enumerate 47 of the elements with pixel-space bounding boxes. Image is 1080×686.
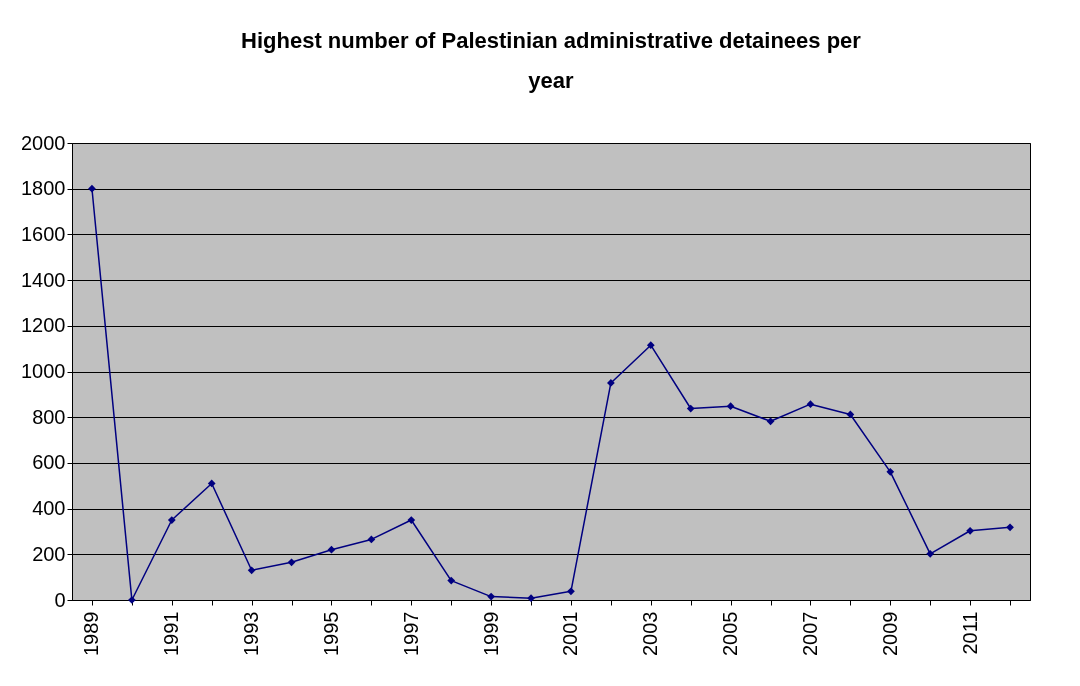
y-tick-label: 1400 (21, 268, 66, 291)
point (1006, 523, 1014, 532)
point (447, 576, 456, 585)
point (607, 379, 615, 387)
y-tick-label: 1600 (21, 222, 66, 245)
point (886, 467, 895, 476)
y-tick-label: 0 (54, 588, 66, 611)
y-tick-label: 200 (32, 542, 66, 565)
x-tick-label: 1993 (240, 611, 263, 656)
x-tick-label: 1995 (319, 611, 342, 656)
point (367, 535, 376, 544)
point (686, 404, 695, 413)
y-tick-label: 400 (32, 497, 66, 520)
point (327, 545, 336, 554)
x-tick-label: 2011 (958, 611, 981, 655)
point (407, 516, 416, 524)
point (646, 341, 655, 350)
point (287, 558, 296, 567)
x-tick-label: 2005 (719, 611, 742, 656)
point (766, 417, 775, 426)
point (487, 592, 495, 601)
x-tick-label: 2003 (639, 611, 662, 656)
x-tick-label: 1997 (399, 611, 422, 656)
x-tick-label: 1989 (80, 611, 103, 656)
point (966, 526, 974, 535)
point (726, 402, 735, 411)
y-tick-label: 1000 (21, 360, 66, 382)
point (167, 516, 176, 524)
x-tick-label: 1991 (160, 611, 183, 656)
point (247, 566, 256, 575)
x-tick-label: 2009 (878, 611, 901, 656)
chart-title: Highest number of Palestinian administrative detainees per year (241, 28, 862, 93)
y-tick-label: 2000 (21, 131, 66, 154)
x-tick-label: 1999 (479, 611, 502, 656)
y-tick-label: 1800 (21, 177, 66, 200)
point (926, 549, 935, 558)
point (88, 184, 96, 193)
x-tick-label: 2007 (798, 611, 821, 656)
x-tick-label: 2001 (559, 611, 582, 656)
point (207, 479, 216, 488)
y-tick-label: 800 (32, 405, 66, 428)
y-tick-label: 1200 (21, 314, 66, 337)
point (527, 594, 535, 603)
point (846, 410, 855, 419)
y-tick-label: 600 (32, 451, 66, 474)
point (567, 587, 575, 596)
point (806, 400, 815, 409)
